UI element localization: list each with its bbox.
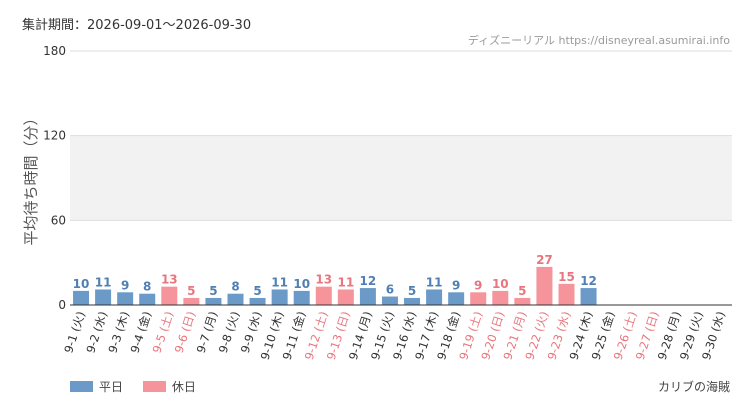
bar-value-label: 12 (360, 274, 377, 288)
bar-value-label: 13 (315, 273, 332, 287)
bar (404, 297, 421, 305)
bar-value-label: 11 (95, 275, 112, 289)
bar (293, 290, 310, 305)
bar-value-label: 5 (518, 284, 526, 298)
bar (73, 290, 90, 305)
bar (426, 289, 443, 305)
bar (183, 297, 200, 305)
y-tick-label: 120 (43, 129, 66, 143)
bar-value-label: 8 (231, 280, 239, 294)
bar-value-label: 5 (408, 284, 416, 298)
bar-value-label: 10 (293, 277, 310, 291)
bar (536, 266, 553, 305)
bar-value-label: 15 (558, 270, 575, 284)
bar-value-label: 10 (492, 277, 509, 291)
attraction-name: カリブの海賊 (657, 380, 730, 394)
bar-value-label: 10 (73, 277, 90, 291)
grid-band (70, 135, 732, 221)
bar-value-label: 5 (209, 284, 217, 298)
y-tick-label: 0 (58, 298, 66, 312)
bar-value-label: 5 (187, 284, 195, 298)
bar (95, 289, 112, 305)
bar-value-label: 8 (143, 280, 151, 294)
bar (492, 290, 509, 305)
bar-value-label: 5 (253, 284, 261, 298)
y-tick-label: 60 (51, 213, 66, 227)
period-label: 集計期間：2026-09-01～2026-09-30 (22, 18, 252, 33)
bar (470, 292, 487, 305)
bar (337, 289, 354, 305)
bar (139, 293, 156, 305)
bar-value-label: 11 (337, 275, 354, 289)
bar (580, 288, 597, 305)
x-axis-ticks: 9-1 (火)9-2 (水)9-3 (木)9-4 (金)9-5 (土)9-6 (… (61, 310, 728, 362)
bar-value-label: 27 (536, 253, 553, 267)
bar (205, 297, 222, 305)
y-axis-label: 平均待ち時間（分） (22, 110, 40, 245)
bar (381, 296, 398, 305)
legend-swatch-holiday (142, 381, 166, 392)
bar (117, 292, 134, 305)
bars (73, 266, 597, 305)
bar-value-label: 13 (161, 273, 178, 287)
bar (271, 289, 288, 305)
bar (227, 293, 244, 305)
bar-value-label: 9 (452, 278, 460, 292)
legend-swatch-weekday (70, 381, 93, 392)
bar (249, 297, 266, 305)
bar-value-label: 12 (580, 274, 597, 288)
legend: 平日 休日 (70, 378, 212, 395)
bar-value-label: 9 (121, 278, 129, 292)
legend-label-holiday: 休日 (171, 380, 196, 394)
legend-item-holiday: 休日 (142, 378, 196, 395)
bar (514, 297, 531, 305)
y-axis-ticks: 0 60 120 180 (43, 44, 66, 312)
bar-value-label: 11 (271, 275, 288, 289)
source-credit: ディズニーリアル https://disneyreal.asumirai.inf… (467, 34, 730, 47)
bar-value-label: 6 (386, 283, 394, 297)
bar (161, 286, 178, 305)
grid-bands (70, 135, 732, 221)
legend-item-weekday: 平日 (70, 378, 123, 395)
legend-label-weekday: 平日 (99, 380, 124, 394)
bar (448, 292, 465, 305)
bar (315, 286, 332, 305)
bar (558, 283, 575, 305)
bar-value-label: 11 (426, 275, 443, 289)
y-tick-label: 180 (43, 44, 66, 58)
bar (359, 288, 376, 305)
bar-value-label: 9 (474, 278, 482, 292)
